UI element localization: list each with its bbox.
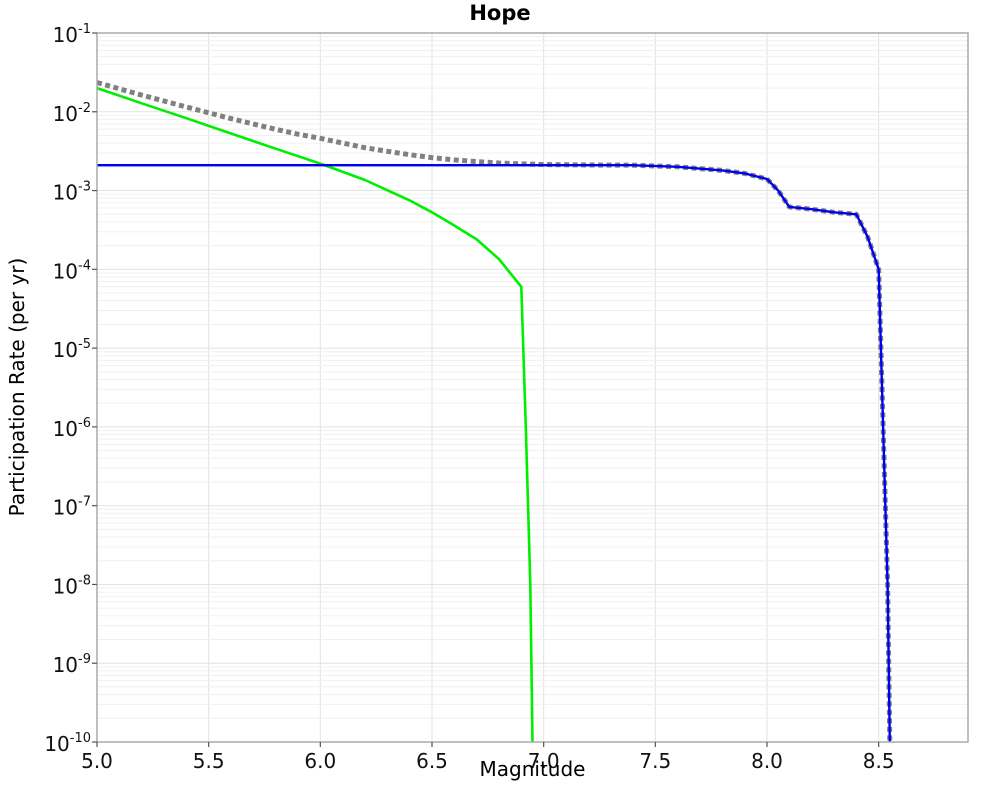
x-tick-label: 6.5 — [416, 749, 448, 773]
y-tick-exponent: -8 — [78, 573, 91, 588]
x-tick-label: 6.0 — [304, 749, 336, 773]
series-sub-rate-solid-green — [96, 86, 534, 743]
y-tick-exponent: -4 — [78, 258, 91, 273]
x-tick-label: 7.0 — [528, 749, 560, 773]
y-tick-exponent: -9 — [78, 652, 91, 667]
x-tick-label: 5.0 — [81, 749, 113, 773]
y-tick-label: 10-8 — [53, 573, 91, 598]
y-tick-exponent: -2 — [78, 101, 91, 116]
y-tick-label: 10-7 — [53, 495, 91, 520]
y-tick-label: 10-2 — [53, 101, 91, 126]
y-tick-label: 10-4 — [53, 258, 91, 283]
x-tick-label: 8.0 — [751, 749, 783, 773]
series-supra-rate-solid-blue — [97, 163, 891, 743]
plot-frame — [96, 32, 969, 743]
y-tick-label: 10-10 — [44, 731, 91, 756]
y-tick-exponent: -7 — [78, 495, 91, 510]
y-axis-label: Participation Rate (per yr) — [5, 257, 29, 517]
x-axis-label: Magnitude — [479, 757, 586, 781]
y-tick-label: 10-9 — [53, 652, 91, 677]
y-tick-label: 10-1 — [53, 22, 91, 47]
x-tick-label: 7.5 — [639, 749, 671, 773]
y-tick-label: 10-5 — [53, 337, 91, 362]
y-tick-exponent: -5 — [78, 337, 91, 352]
y-tick-label: 10-6 — [53, 416, 91, 441]
y-tick-exponent: -1 — [78, 22, 91, 37]
y-tick-exponent: -3 — [78, 180, 91, 195]
y-tick-exponent: -10 — [70, 731, 91, 746]
x-tick-label: 8.5 — [863, 749, 895, 773]
y-tick-exponent: -6 — [78, 416, 91, 431]
x-tick-label: 5.5 — [193, 749, 225, 773]
y-tick-label: 10-3 — [53, 180, 91, 205]
chart-title: Hope — [469, 1, 531, 25]
